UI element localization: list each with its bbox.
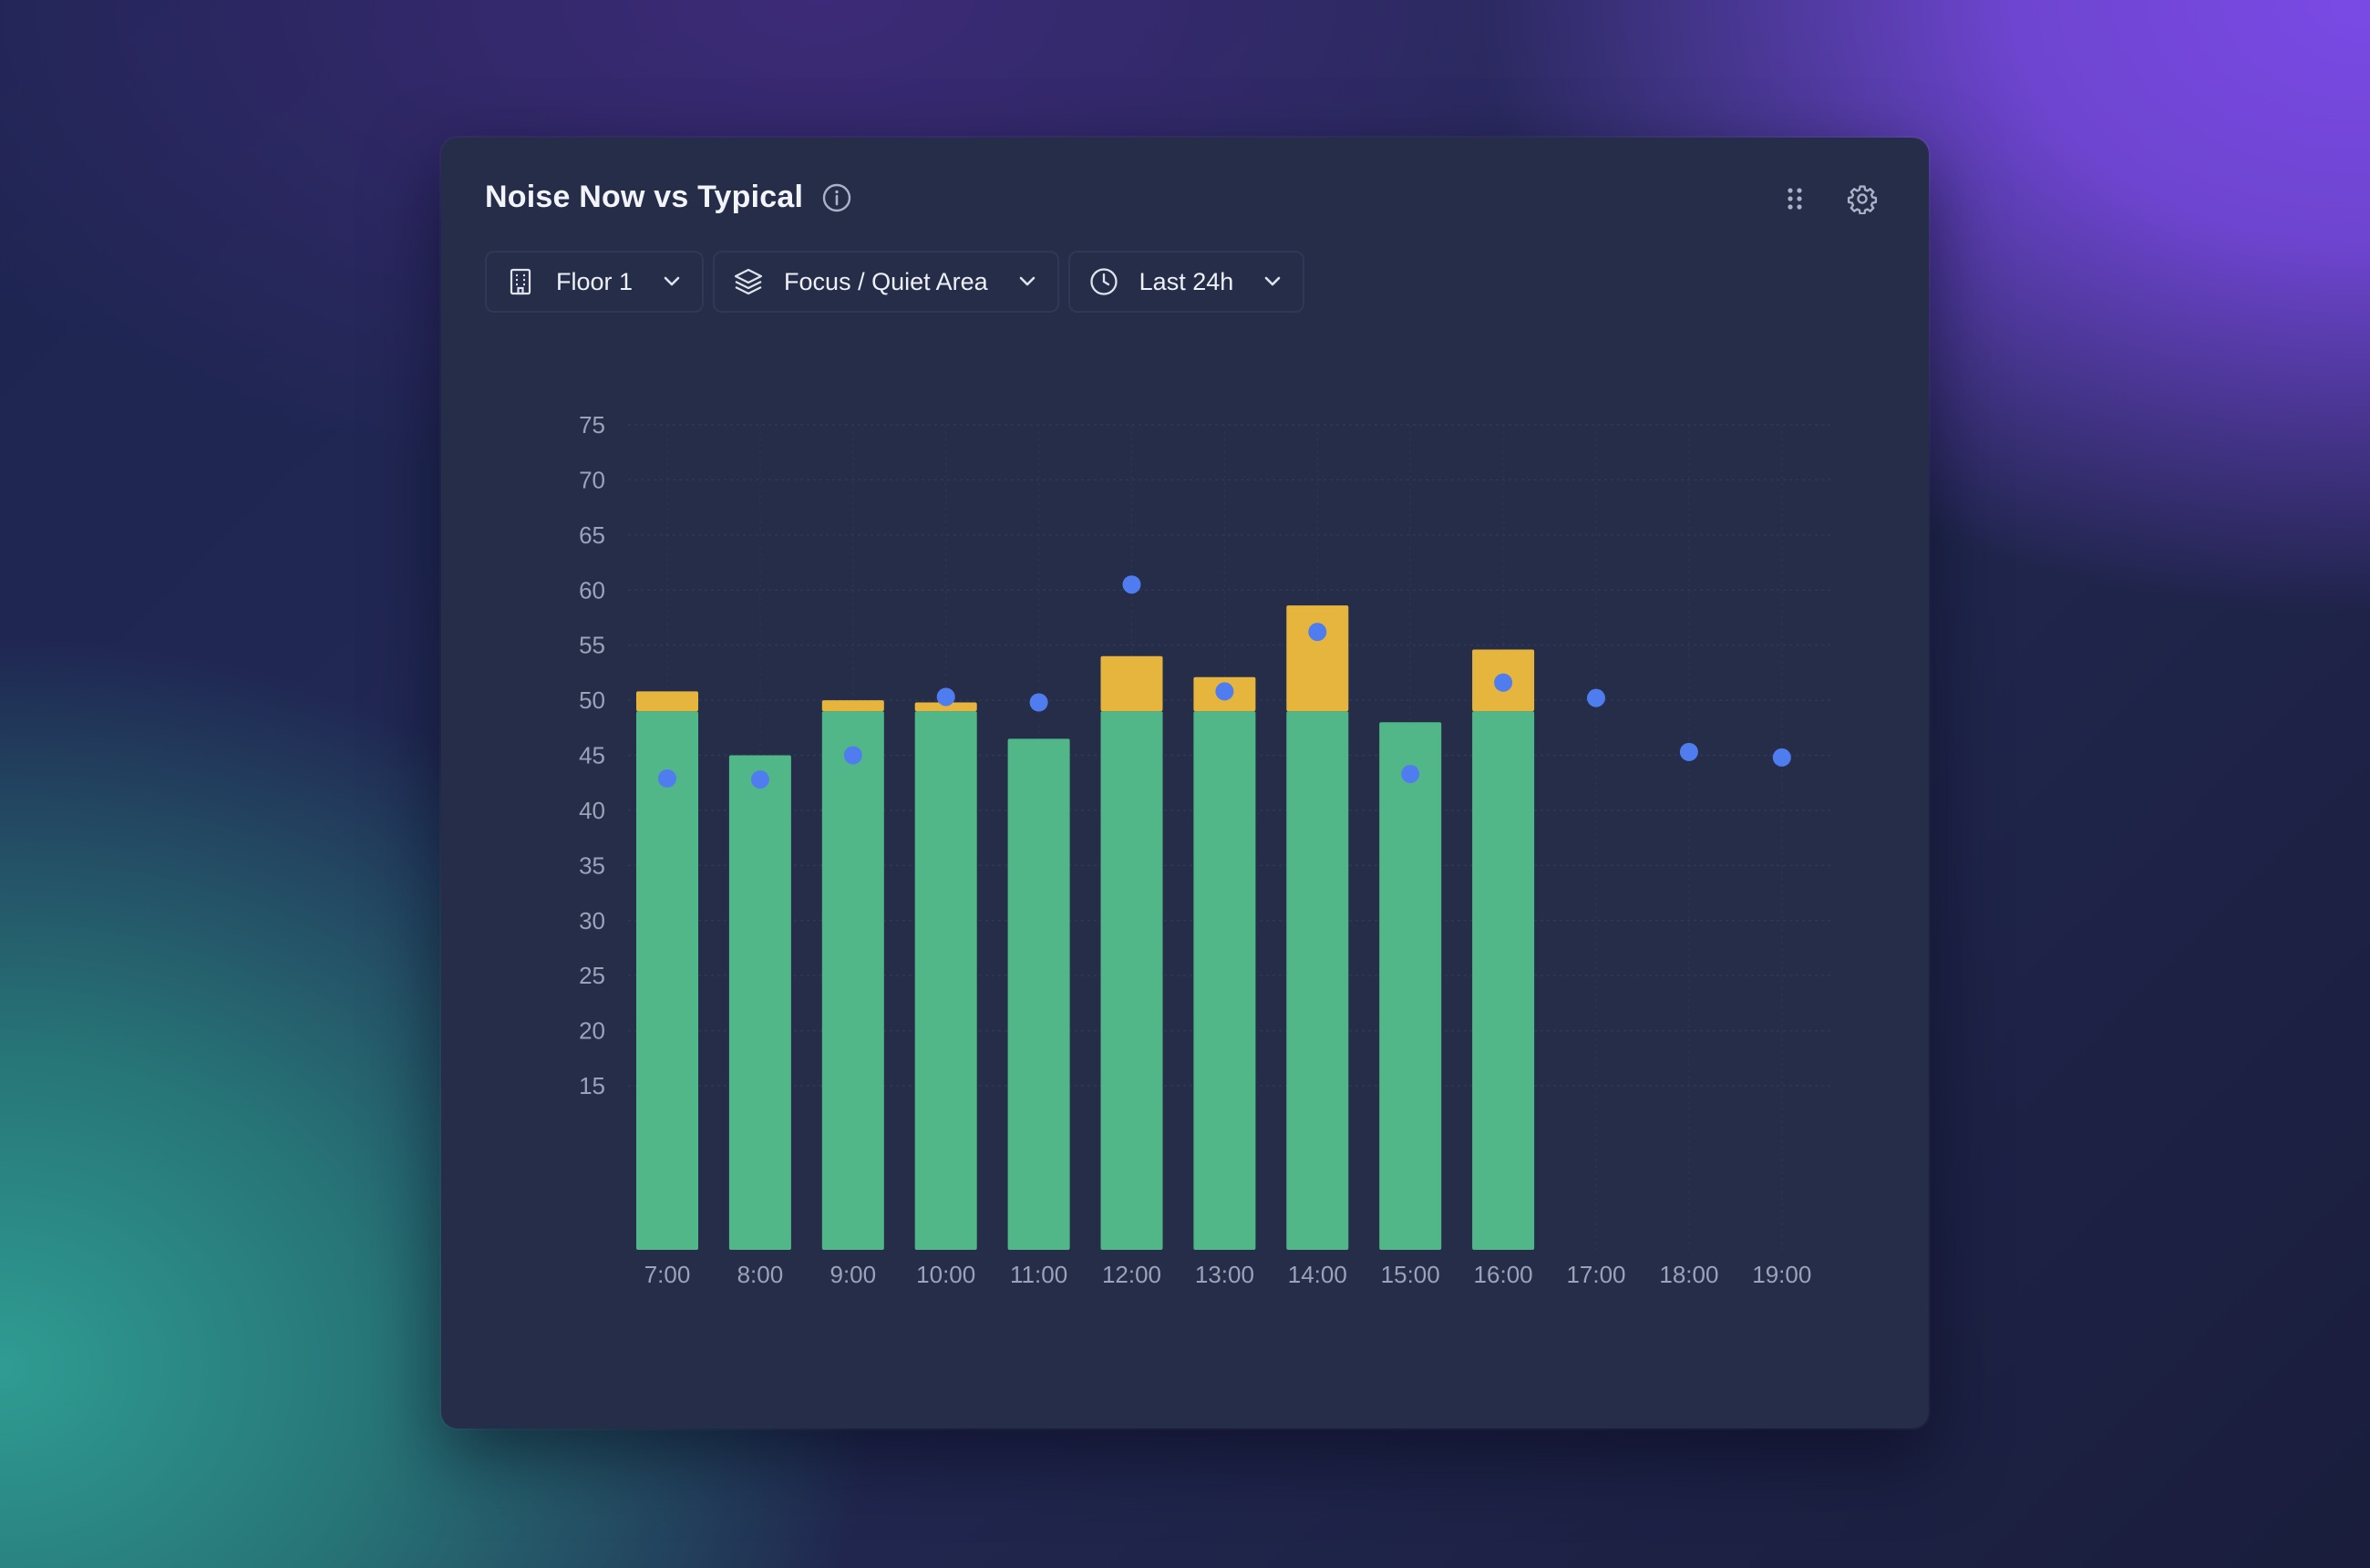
noise-chart: 15 20 25 30 35 40 45 50 55 60 65 70 75 7:00 8:00 9:00 1… bbox=[441, 138, 1929, 1433]
x-tick-label: 9:00 bbox=[830, 1261, 876, 1288]
x-tick-label: 15:00 bbox=[1381, 1261, 1440, 1288]
noise-bar-base[interactable] bbox=[728, 755, 791, 1251]
floor-filter-label: Floor 1 bbox=[556, 267, 634, 295]
time-range-dropdown[interactable]: Last 24h bbox=[1067, 251, 1305, 313]
typical-dot[interactable] bbox=[658, 769, 676, 788]
area-filter-dropdown[interactable]: Focus / Quiet Area bbox=[713, 251, 1059, 313]
chevron-down-icon bbox=[1261, 270, 1284, 294]
noise-bar-excess[interactable] bbox=[1100, 655, 1163, 712]
noise-widget-card: Noise Now vs Typical bbox=[441, 138, 1929, 1429]
typical-dot[interactable] bbox=[750, 770, 769, 789]
typical-dot[interactable] bbox=[1308, 623, 1327, 642]
widget-title: Noise Now vs Typical bbox=[485, 180, 804, 214]
y-tick-label: 30 bbox=[579, 907, 605, 934]
widget-actions bbox=[1779, 183, 1878, 214]
noise-bar-base[interactable] bbox=[1472, 711, 1535, 1250]
typical-dot[interactable] bbox=[1679, 742, 1698, 761]
filter-bar: Floor 1 Focus / Quiet Area bbox=[485, 251, 1305, 313]
typical-dot[interactable] bbox=[1401, 765, 1420, 784]
x-tick-label: 7:00 bbox=[644, 1261, 691, 1288]
noise-bar-base[interactable] bbox=[1100, 711, 1163, 1250]
typical-dot[interactable] bbox=[1029, 693, 1048, 712]
y-tick-label: 20 bbox=[579, 1017, 605, 1045]
y-tick-label: 15 bbox=[579, 1072, 605, 1099]
layers-icon bbox=[733, 266, 764, 297]
y-tick-label: 55 bbox=[579, 632, 605, 659]
typical-dot[interactable] bbox=[936, 687, 955, 707]
noise-bar-base[interactable] bbox=[914, 711, 977, 1250]
floor-filter-dropdown[interactable]: Floor 1 bbox=[485, 251, 705, 313]
y-tick-label: 75 bbox=[579, 411, 605, 438]
building-icon bbox=[505, 266, 536, 297]
typical-dot[interactable] bbox=[1122, 575, 1141, 594]
noise-bar-base[interactable] bbox=[1286, 711, 1349, 1250]
x-tick-label: 14:00 bbox=[1288, 1261, 1347, 1288]
x-tick-label: 13:00 bbox=[1195, 1261, 1254, 1288]
y-tick-label: 25 bbox=[579, 962, 605, 989]
y-tick-label: 45 bbox=[579, 742, 605, 769]
typical-dot[interactable] bbox=[1587, 688, 1605, 707]
typical-dot[interactable] bbox=[843, 746, 862, 765]
y-tick-label: 70 bbox=[579, 466, 605, 493]
y-tick-label: 60 bbox=[579, 576, 605, 603]
noise-bar-base[interactable] bbox=[1007, 738, 1070, 1250]
noise-bar-excess[interactable] bbox=[1286, 605, 1349, 712]
noise-bar-base[interactable] bbox=[636, 711, 698, 1250]
typical-dot[interactable] bbox=[1494, 673, 1513, 692]
clock-icon bbox=[1088, 266, 1119, 297]
x-tick-label: 8:00 bbox=[737, 1261, 784, 1288]
gear-icon[interactable] bbox=[1847, 183, 1878, 214]
x-tick-label: 17:00 bbox=[1566, 1261, 1625, 1288]
drag-handle-icon[interactable] bbox=[1779, 183, 1810, 214]
typical-dot[interactable] bbox=[1772, 748, 1791, 767]
y-tick-label: 40 bbox=[579, 797, 605, 824]
x-tick-label: 10:00 bbox=[916, 1261, 975, 1288]
x-tick-label: 19:00 bbox=[1752, 1261, 1811, 1288]
y-tick-label: 35 bbox=[579, 851, 605, 879]
x-tick-label: 11:00 bbox=[1010, 1261, 1067, 1288]
y-tick-label: 65 bbox=[579, 521, 605, 549]
noise-bar-base[interactable] bbox=[821, 711, 884, 1250]
noise-bar-excess[interactable] bbox=[914, 702, 977, 712]
chevron-down-icon bbox=[1015, 270, 1039, 294]
time-range-label: Last 24h bbox=[1139, 267, 1234, 295]
noise-bar-base[interactable] bbox=[1379, 722, 1442, 1250]
noise-bar-base[interactable] bbox=[1193, 711, 1256, 1250]
x-tick-label: 18:00 bbox=[1659, 1261, 1718, 1288]
x-tick-label: 12:00 bbox=[1102, 1261, 1161, 1288]
noise-bar-excess[interactable] bbox=[636, 691, 698, 712]
info-icon[interactable] bbox=[821, 182, 852, 213]
typical-dot[interactable] bbox=[1215, 682, 1234, 701]
widget-header: Noise Now vs Typical bbox=[485, 180, 852, 215]
area-filter-label: Focus / Quiet Area bbox=[784, 267, 988, 295]
y-tick-label: 50 bbox=[579, 686, 605, 714]
noise-chart-svg: 15 20 25 30 35 40 45 50 55 60 65 70 75 7:00 8:00 9:00 1… bbox=[579, 411, 1831, 1288]
noise-bar-excess[interactable] bbox=[821, 700, 884, 712]
x-tick-label: 16:00 bbox=[1474, 1261, 1533, 1288]
chevron-down-icon bbox=[660, 270, 684, 294]
